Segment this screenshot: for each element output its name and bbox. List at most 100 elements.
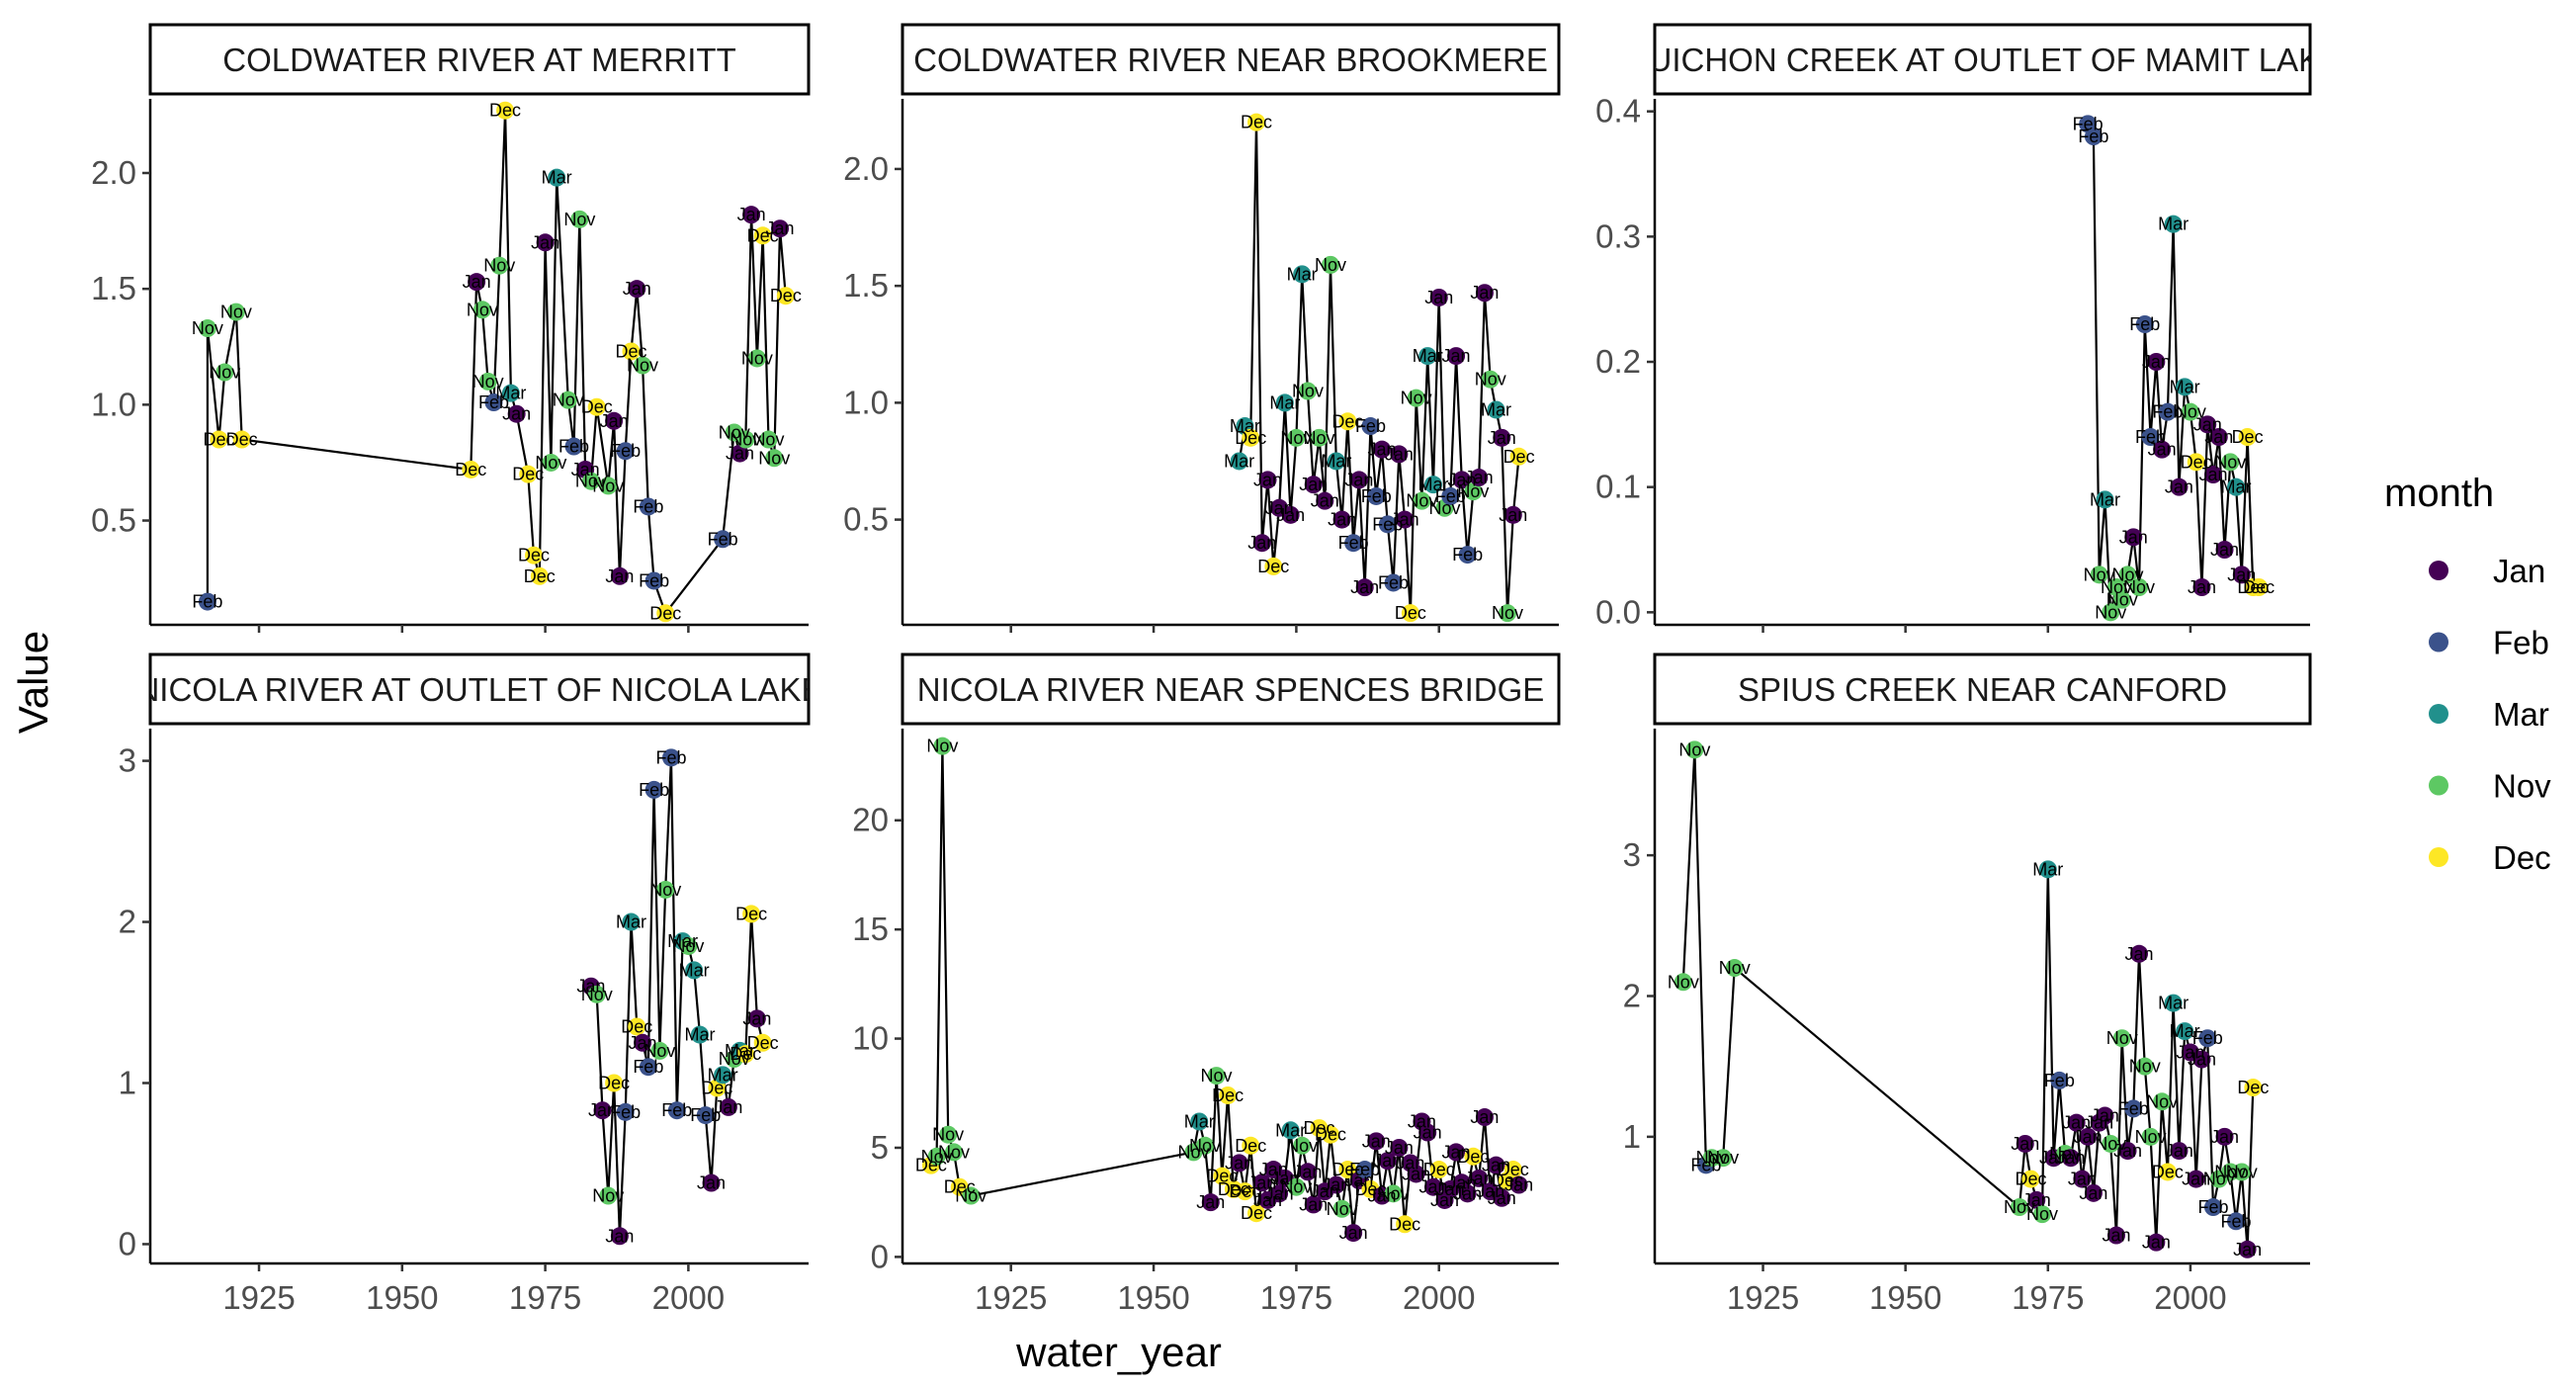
point-label: Dec (524, 566, 556, 586)
data-point (215, 363, 234, 382)
point-label: Dec (1212, 1086, 1244, 1105)
point-label: Jan (1225, 1153, 1253, 1173)
data-point (1725, 959, 1744, 978)
data-point (1287, 428, 1306, 447)
y-tick-label: 0.1 (1595, 469, 1641, 505)
point-label: Dec (735, 904, 767, 923)
point-label: Nov (1378, 1183, 1410, 1203)
data-point (210, 430, 228, 449)
point-label: Feb (478, 392, 509, 412)
point-label: Nov (2004, 1197, 2035, 1217)
point-label: Nov (1696, 1148, 1728, 1168)
point-label: Nov (1429, 498, 1461, 518)
y-tick-label: 0.2 (1595, 343, 1641, 380)
data-point (2112, 590, 2131, 609)
data-point (696, 1106, 715, 1125)
data-point (2050, 1071, 2069, 1089)
data-point (1423, 1177, 1442, 1196)
x-tick-label: 1975 (1260, 1279, 1332, 1316)
point-label: Nov (741, 348, 773, 368)
point-label: Nov (719, 1049, 750, 1069)
point-label: Jan (1344, 1171, 1373, 1190)
data-point (1242, 1136, 1260, 1155)
data-point (714, 1066, 732, 1085)
data-point (2090, 565, 2108, 584)
point-label: Jan (1196, 1192, 1225, 1212)
data-point (1423, 476, 1442, 494)
point-label: Nov (926, 737, 958, 756)
point-label: Jan (1311, 1181, 1339, 1201)
point-label: Feb (1378, 572, 1409, 592)
point-label: Jan (1424, 288, 1453, 307)
y-tick-label: 2.0 (843, 150, 889, 187)
y-tick-label: 0.4 (1595, 93, 1641, 130)
point-label: Jan (1299, 475, 1328, 494)
point-label: Jan (1385, 1138, 1414, 1158)
point-label: Jan (726, 444, 754, 464)
data-point (1384, 573, 1403, 592)
data-point (2227, 478, 2246, 496)
point-label: Jan (1488, 1188, 1516, 1208)
point-label: Dec (1331, 411, 1363, 431)
point-label: Nov (592, 476, 624, 495)
data-point (548, 168, 566, 187)
point-label: Mar (684, 1025, 715, 1045)
point-label: Dec (1257, 557, 1289, 576)
data-point (2164, 994, 2183, 1012)
point-label: Jan (1482, 1156, 1510, 1175)
point-label: Jan (2113, 1141, 2142, 1161)
point-label: Nov (2226, 1162, 2258, 1181)
data-point (530, 566, 549, 585)
data-point (2112, 1029, 2131, 1048)
data-point (702, 1173, 721, 1192)
data-point (570, 210, 589, 228)
point-label: Jan (2074, 1127, 2103, 1147)
point-label: Nov (592, 1186, 624, 1206)
point-label: Jan (1299, 1194, 1328, 1214)
point-label: Nov (921, 1147, 953, 1167)
data-point (1390, 1138, 1409, 1157)
point-label: Jan (2210, 1127, 2239, 1147)
data-point (634, 1033, 652, 1052)
point-label: Nov (192, 318, 223, 338)
data-point (759, 430, 778, 449)
data-point (2010, 1198, 2028, 1217)
point-label: Dec (1218, 1179, 1249, 1199)
data-point (2141, 428, 2160, 446)
data-point (2079, 1127, 2098, 1146)
data-point (622, 912, 641, 931)
point-label: Jan (1418, 1177, 1447, 1197)
point-label: Jan (2062, 1113, 2091, 1133)
data-point (639, 497, 657, 516)
point-label: Nov (483, 256, 515, 276)
point-label: Feb (1372, 514, 1403, 534)
data-point (2147, 1233, 2166, 1252)
point-label: Mar (1230, 416, 1260, 436)
point-label: Dec (2243, 577, 2275, 597)
point-label: Mar (542, 168, 572, 188)
data-point (1304, 1195, 1323, 1214)
data-point (939, 1125, 958, 1144)
data-point (587, 397, 606, 416)
x-tick-label: 1950 (366, 1279, 438, 1316)
point-label: Dec (915, 1156, 947, 1175)
legend-label: Nov (2493, 768, 2551, 805)
data-point (1499, 604, 1517, 623)
point-label: Dec (2181, 452, 2212, 472)
point-label: Jan (1499, 505, 1527, 525)
point-label: Dec (615, 341, 646, 361)
data-point (1287, 1177, 1306, 1196)
legend-label: Jan (2493, 553, 2545, 589)
data-point (927, 1147, 946, 1166)
x-tick-label: 1925 (975, 1279, 1047, 1316)
point-label: Feb (2073, 114, 2104, 133)
data-point (2153, 1092, 2172, 1111)
point-label: Jan (2188, 577, 2216, 597)
facet-title: COLDWATER RIVER AT MERRITT (222, 42, 735, 78)
point-label: Nov (535, 453, 566, 473)
point-label: Nov (575, 472, 607, 491)
point-label: Dec (203, 430, 234, 450)
data-point (1322, 1125, 1340, 1144)
point-label: Jan (1488, 428, 1516, 448)
point-label: Feb (708, 529, 738, 549)
